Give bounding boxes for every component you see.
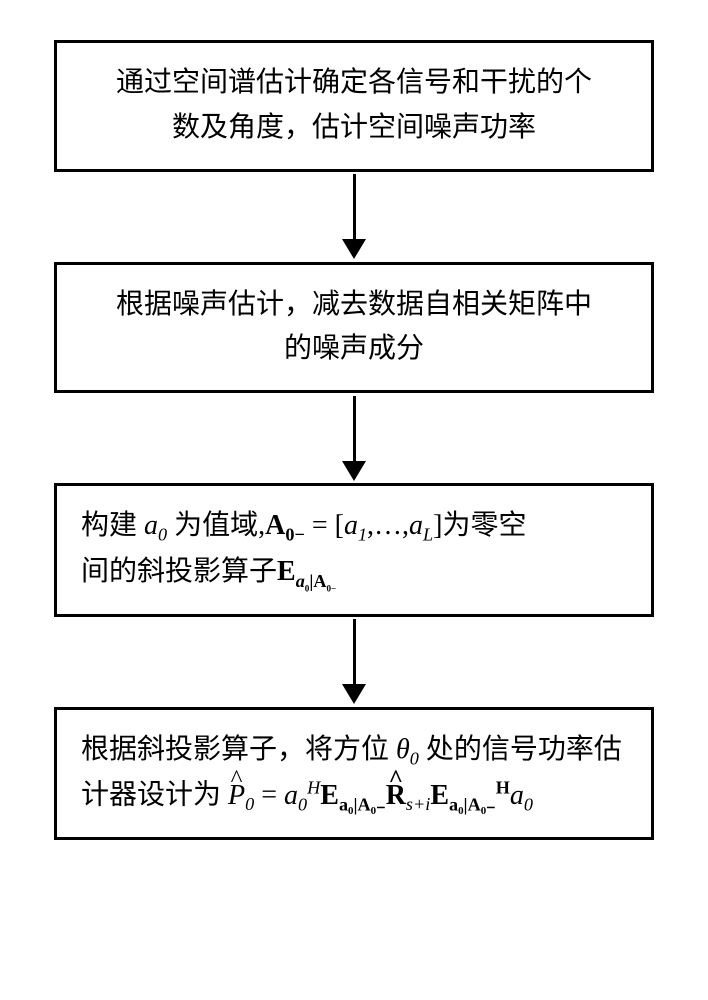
- step3-line2-prefix: 间的斜投影算子: [81, 556, 277, 587]
- arrow-shaft: [353, 619, 356, 684]
- arrow-1: [342, 172, 366, 262]
- P-hat: P: [228, 774, 245, 819]
- E1-operator: Ea₀|A₀₋: [320, 780, 385, 811]
- flowchart-step-3: 构建 a0 为值域,A0− = [a1,…,aL]为零空 间的斜投影算子Ea0|…: [54, 483, 654, 617]
- a0H-var: a0H: [284, 780, 320, 811]
- R-hat: R: [386, 774, 406, 819]
- arrow-2: [342, 393, 366, 483]
- step3-mid1: 为值域,: [167, 510, 265, 541]
- arrow-shaft: [353, 174, 356, 239]
- aL-var: aL: [409, 510, 433, 541]
- step1-line1: 通过空间谱估计确定各信号和干扰的个: [116, 67, 592, 98]
- arrow-3: [342, 617, 366, 707]
- flowchart-step-2: 根据噪声估计，减去数据自相关矩阵中 的噪声成分: [54, 262, 654, 394]
- A0minus-var: A0−: [265, 510, 305, 541]
- flowchart-step-1: 通过空间谱估计确定各信号和干扰的个 数及角度，估计空间噪声功率: [54, 40, 654, 172]
- step4-line2-prefix: 计器设计为: [81, 780, 221, 811]
- step1-line2: 数及角度，估计空间噪声功率: [172, 112, 536, 143]
- E-operator: Ea0|A0−: [277, 556, 336, 587]
- arrow-head: [342, 239, 366, 259]
- flowchart-step-4: 根据斜投影算子，将方位 θ0 处的信号功率估 计器设计为 P0 = a0HEa₀…: [54, 707, 654, 841]
- E2-operator: Ea₀|A₀₋H: [430, 780, 510, 811]
- step4-line1-suffix: 处的信号功率估: [419, 734, 622, 765]
- arrow-head: [342, 684, 366, 704]
- step3-mid2: 为零空: [443, 510, 527, 541]
- step2-line2: 的噪声成分: [284, 333, 424, 364]
- step3-prefix: 构建: [81, 510, 144, 541]
- arrow-head: [342, 461, 366, 481]
- a0-var: a0: [144, 510, 167, 541]
- arrow-shaft: [353, 396, 356, 461]
- step2-line1: 根据噪声估计，减去数据自相关矩阵中: [116, 289, 592, 320]
- a0-end-var: a0: [510, 780, 533, 811]
- a1-var: a1: [344, 510, 367, 541]
